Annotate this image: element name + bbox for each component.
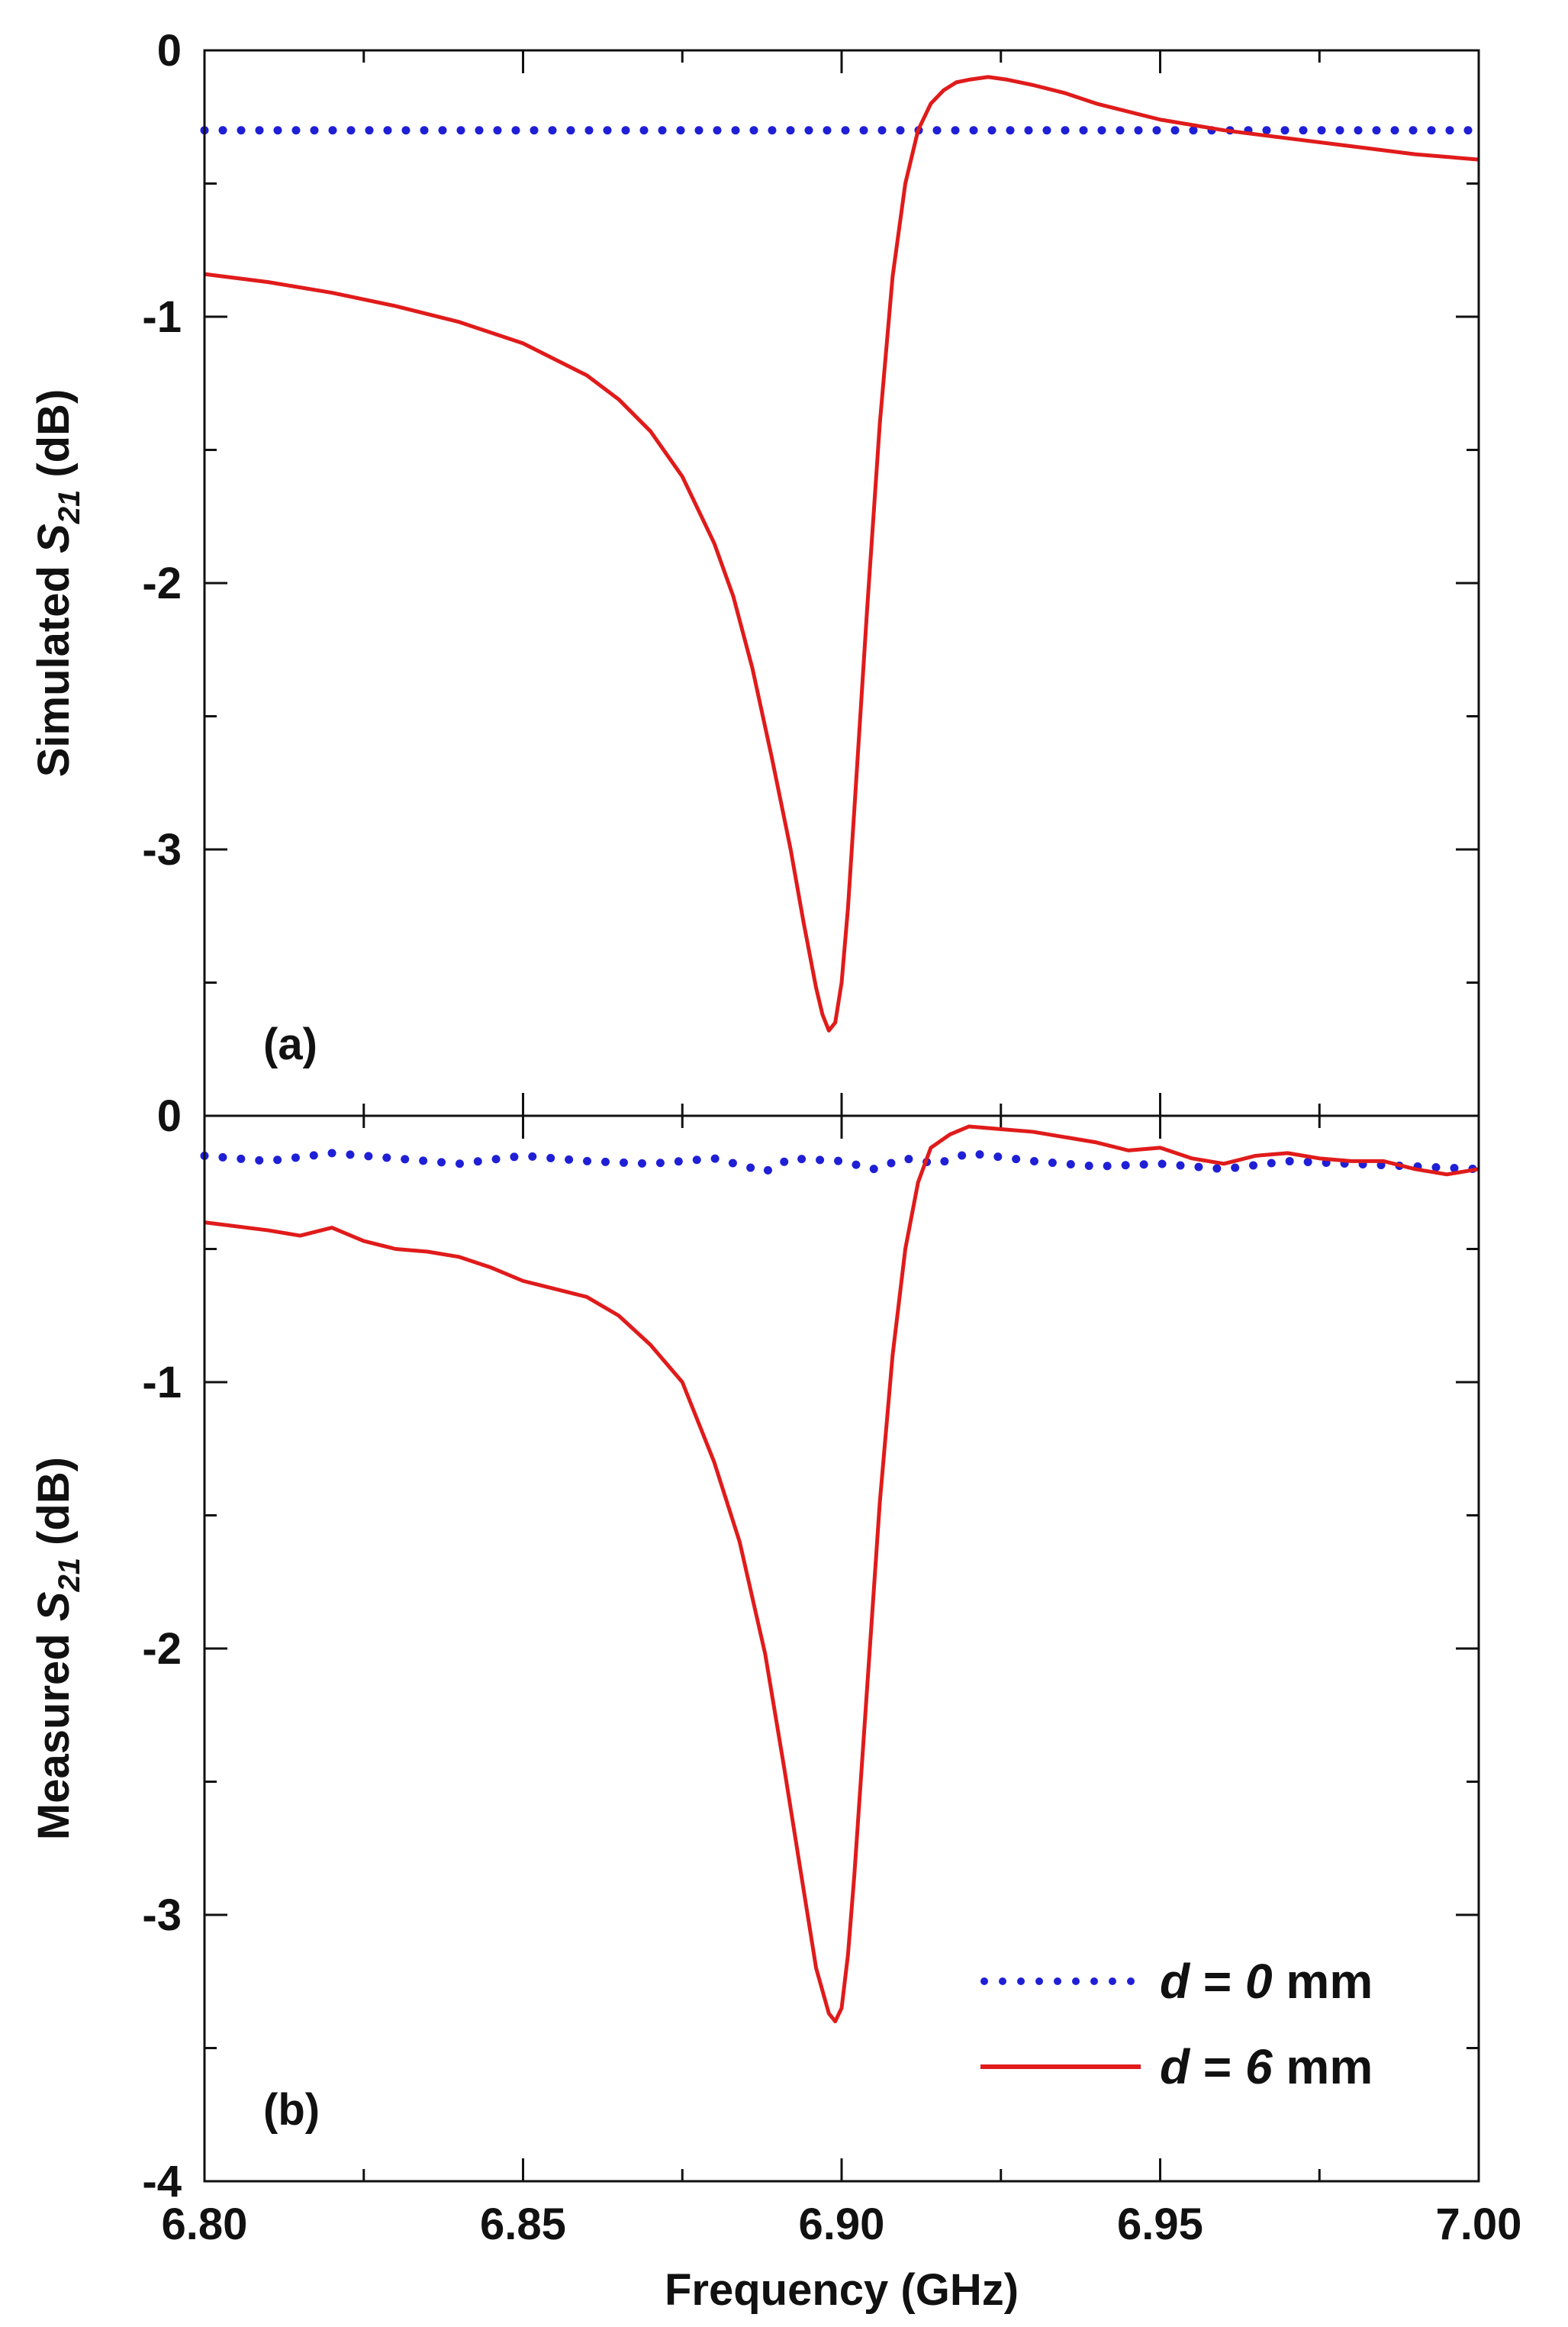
x-tick-label: 6.85	[480, 2200, 566, 2249]
y-tick-label: -4	[142, 2157, 182, 2206]
panel-b-y-axis-title: Measured S21 (dB)	[29, 1457, 86, 1840]
y-tick-label: 0	[157, 1091, 182, 1141]
legend-label-d0: d = 0 mm	[1160, 1954, 1373, 2009]
panel-b-label: (b)	[263, 2085, 320, 2135]
panel-b: 0 -1 -2 -3 -46.80 6.85 6.90 6.95 7.00 (b) Measur…	[29, 1091, 1521, 2315]
legend-label-d6: d = 6 mm	[1160, 2039, 1373, 2094]
panel-a-ticks	[203, 49, 1480, 1117]
y-tick-label: -2	[142, 1624, 182, 1674]
y-tick-label: 0	[157, 26, 182, 76]
panel-a-series	[200, 75, 1483, 1033]
panel-b-frame	[203, 1114, 1480, 2183]
series-d6-line	[204, 75, 1479, 1033]
series-d0-dotted	[200, 1149, 1483, 1176]
panel-a-frame	[203, 49, 1480, 1117]
y-tick-label: -1	[142, 1358, 182, 1407]
panel-a-tick-labels: 0 -1 -2 -3	[142, 26, 182, 875]
panel-b-ticks	[203, 1114, 1480, 2183]
y-tick-label: -3	[142, 825, 182, 875]
x-tick-label: 6.95	[1117, 2200, 1203, 2249]
panel-b-series	[200, 1124, 1483, 2024]
panel-a-y-axis-title: Simulated S21 (dB)	[29, 389, 86, 778]
panel-a-label: (a)	[263, 1020, 317, 1069]
panel-a: 0 -1 -2 -3 (a) Simulated S21 (dB)	[29, 26, 1483, 1117]
legend: d = 0 mm d = 6 mm	[980, 1954, 1373, 2094]
panel-b-tick-labels: 0 -1 -2 -3 -46.80 6.85 6.90 6.95 7.00	[142, 1091, 1521, 2249]
x-axis-title: Frequency (GHz)	[665, 2265, 1019, 2315]
y-tick-label: -2	[142, 559, 182, 608]
series-d6-line	[204, 1124, 1479, 2024]
x-tick-label: 6.90	[799, 2200, 885, 2249]
x-tick-label: 6.80	[162, 2200, 248, 2249]
y-tick-label: -3	[142, 1890, 182, 1940]
y-tick-label: -1	[142, 292, 182, 342]
x-tick-label: 7.00	[1436, 2200, 1522, 2249]
